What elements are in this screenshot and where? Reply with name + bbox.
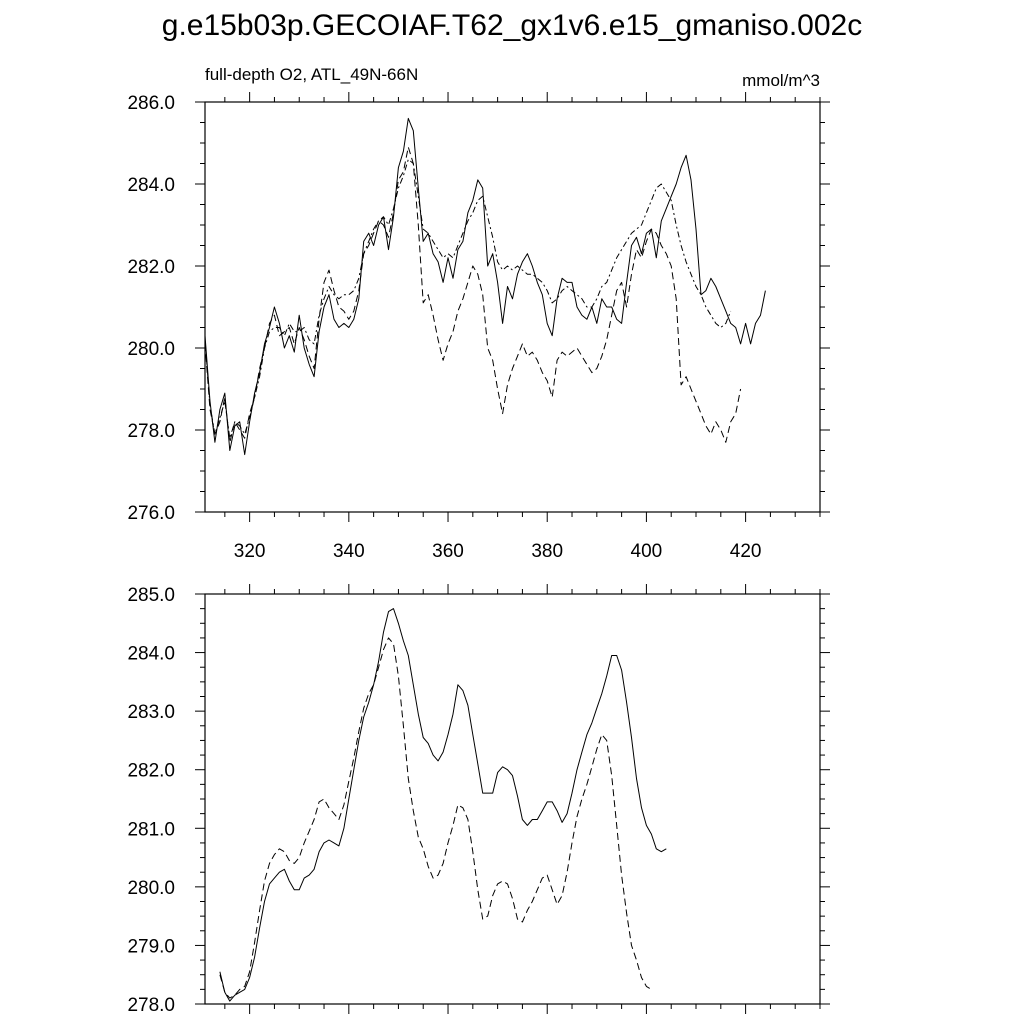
x-tick-label: 380 <box>531 541 563 562</box>
plot-frame <box>204 101 821 513</box>
series-line-dash <box>204 146 742 443</box>
series-line-dot-dash <box>204 158 732 439</box>
x-tick-label: 400 <box>631 541 663 562</box>
y-tick-label: 278.0 <box>127 995 175 1016</box>
y-tick-label: 281.0 <box>127 819 175 840</box>
y-tick-label: 285.0 <box>127 585 175 606</box>
y-tick-label: 280.0 <box>127 339 175 360</box>
y-tick-label: 282.0 <box>127 761 175 782</box>
y-tick-label: 280.0 <box>127 878 175 899</box>
subtitle-left: full-depth O2, ATL_49N-66N <box>205 65 418 84</box>
y-tick-label: 279.0 <box>127 936 175 957</box>
series-line-dash <box>219 637 652 999</box>
y-tick-label: 286.0 <box>127 93 175 114</box>
units-label: mmol/m^3 <box>742 71 820 90</box>
y-tick-label: 284.0 <box>127 175 175 196</box>
page-title: g.e15b03p.GECOIAF.T62_gx1v6.e15_gmaniso.… <box>161 9 863 42</box>
y-tick-label: 278.0 <box>127 421 175 442</box>
y-tick-label: 283.0 <box>127 702 175 723</box>
top-panel: 320 340 360 380 400 420 276.0 278.0 280.0 282.0 28… <box>127 65 830 562</box>
bottom-panel: 278.0 279.0 280.0 281.0 282.0 283.0 284.0 285.0 <box>127 584 830 1016</box>
plot-frame <box>204 593 821 1005</box>
series-line-solid <box>204 117 766 456</box>
x-tick-label: 340 <box>333 541 365 562</box>
y-tick-label: 276.0 <box>127 503 175 524</box>
series-line-solid <box>219 608 667 1002</box>
y-tick-label: 282.0 <box>127 257 175 278</box>
x-tick-label: 360 <box>432 541 464 562</box>
y-tick-label: 284.0 <box>127 644 175 665</box>
x-tick-label: 320 <box>234 541 266 562</box>
x-tick-label: 420 <box>730 541 762 562</box>
